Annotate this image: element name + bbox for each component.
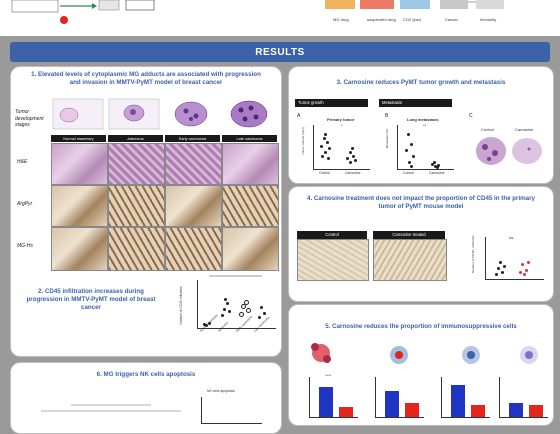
chart-b-sig: ** xyxy=(423,123,427,128)
top-strip: MG drug suspended drug CO2 (low) Cancer … xyxy=(0,0,560,36)
letter-c: C xyxy=(469,113,473,119)
chart-b-ylabel: Metastatic foci xyxy=(385,129,389,149)
row-label-mghs: MG-Hs xyxy=(17,243,33,249)
mghs-image-normal xyxy=(51,227,108,271)
argpyr-image-late xyxy=(222,185,279,227)
stage-header-late: Late carcinoma xyxy=(222,135,277,142)
panel-3-title: 3. Carnosine reduces PyMT tumor growth a… xyxy=(336,79,506,86)
panel-4-chart xyxy=(485,237,544,280)
chart-3-bar-carnosine xyxy=(471,405,485,417)
panel-6-title: 6. MG triggers NK cells apoptosis xyxy=(96,371,196,378)
chart-3-bar-control xyxy=(451,385,465,417)
chart-1-bar-control xyxy=(319,387,333,417)
image-label-carnosine: Carnosine treated xyxy=(373,231,445,239)
panel-4-sig: ns xyxy=(509,235,514,240)
chart-a-axes xyxy=(313,125,370,170)
argpyr-image-normal xyxy=(51,185,108,227)
stage-diagrams xyxy=(52,98,268,130)
panel-1: 1. Elevated levels of cytoplasmic MG add… xyxy=(10,66,282,282)
chart-a-title: Primary tumor xyxy=(327,117,355,122)
panel-6: 6. MG triggers NK cells apoptosis NK cel… xyxy=(10,362,282,434)
row-label-he: H&E xyxy=(17,159,28,165)
chart-a-sig: * xyxy=(341,123,343,128)
panel-5-chart-2 xyxy=(375,377,424,418)
chart-a-ylabel: Tumor volume (mm³) xyxy=(301,127,305,155)
panel-2-ylabel: Number of CD45 cells/mm² xyxy=(179,286,183,325)
argpyr-image-early xyxy=(165,185,222,227)
panel-4: 4. Carnosine treatment does not impact t… xyxy=(288,186,554,302)
chart-1-bar-carnosine xyxy=(339,407,353,417)
chart-2-bar-control xyxy=(385,391,399,417)
chart-a-group-carnosine: Carnosine xyxy=(345,171,361,175)
chart-b-group-carnosine: Carnosine xyxy=(429,171,445,175)
panel-5-chart-1 xyxy=(309,377,358,418)
chart-b-title: Lung metastasis xyxy=(407,117,439,122)
he-image-normal xyxy=(51,143,108,185)
image-label-control: Control xyxy=(297,231,367,239)
right-item-cancer: Cancer xyxy=(445,17,458,22)
row-label-argpyr: ArgPyr xyxy=(17,201,33,207)
stage-header-early: Early carcinoma xyxy=(165,135,220,142)
letter-a: A xyxy=(297,113,301,119)
cd45-image-carnosine xyxy=(373,239,447,281)
results-heading: RESULTS xyxy=(10,42,550,62)
panel-6-flow xyxy=(41,404,181,412)
legend-item-3: CO2 (low) xyxy=(403,17,422,22)
mghs-image-early xyxy=(165,227,222,271)
he-image-late xyxy=(222,143,279,185)
panel-1-title: 1. Elevated levels of cytoplasmic MG add… xyxy=(31,71,261,86)
panel-6-chart-label: NK cells apoptosis xyxy=(207,389,235,393)
chart-a-group-control: Control xyxy=(319,171,330,175)
right-item-immunity: Immunity xyxy=(480,17,497,22)
tab-metastasis: Metastasis xyxy=(379,99,452,107)
cd45-image-control xyxy=(297,239,369,281)
panel-4-ylabel: Number of CD45+ cells/mm² xyxy=(471,235,475,273)
legend-item-2: suspended drug xyxy=(367,17,396,22)
panel-2: 2. CD45 infiltration increases during pr… xyxy=(10,272,282,357)
lung-label-carnosine: Carnosine xyxy=(515,127,534,132)
panel-2-title: 2. CD45 infiltration increases during pr… xyxy=(26,288,156,311)
stage-header-adenoma: Adenoma xyxy=(108,135,163,142)
legend-item-1: MG drug xyxy=(333,17,349,22)
panel-2-chart xyxy=(197,280,276,329)
header-diagram xyxy=(11,0,504,24)
he-image-early xyxy=(165,143,222,185)
mghs-image-late xyxy=(222,227,279,271)
chart-4-bar-carnosine xyxy=(529,405,543,417)
he-image-adenoma xyxy=(108,143,165,185)
chart-1-sig: **** xyxy=(325,373,332,378)
row-label-stages: Tumor development stages xyxy=(15,109,44,128)
panel-4-title: 4. Carnosine treatment does not impact t… xyxy=(307,195,535,210)
panel-5: 5. Carnosine reduces the proportion of i… xyxy=(288,304,554,426)
chart-2-bar-carnosine xyxy=(405,403,419,417)
chart-4-bar-control xyxy=(509,403,523,417)
chart-b-axes xyxy=(397,125,454,170)
lung-images xyxy=(476,137,542,165)
chart-b-group-control: Control xyxy=(403,171,414,175)
cell-icons xyxy=(311,343,538,364)
panel-5-title: 5. Carnosine reduces the proportion of i… xyxy=(325,323,517,330)
argpyr-image-adenoma xyxy=(108,185,165,227)
panel-5-chart-4 xyxy=(499,377,548,418)
letter-b: B xyxy=(385,113,389,119)
tab-tumor-growth: Tumor growth xyxy=(295,99,368,107)
panel-3: 3. Carnosine reduces PyMT tumor growth a… xyxy=(288,66,554,184)
lung-label-control: Control xyxy=(481,127,494,132)
mghs-image-adenoma xyxy=(108,227,165,271)
panel-5-chart-3 xyxy=(441,377,490,418)
stage-header-normal: Normal mammary xyxy=(51,135,106,142)
